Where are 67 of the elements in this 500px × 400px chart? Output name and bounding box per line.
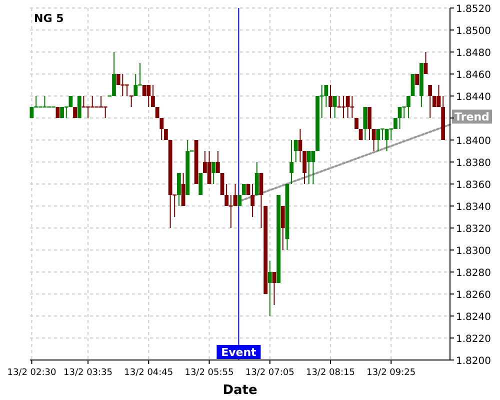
candlestick [306, 150, 311, 184]
candlestick [298, 128, 302, 162]
y-tick-label: 1.8360 [456, 180, 491, 191]
y-tick-label: 1.8260 [456, 290, 491, 301]
y-tick-label: 1.8300 [456, 246, 491, 257]
x-tick-label: 13/2 04:45 [124, 368, 174, 378]
candlestick [372, 128, 376, 152]
y-tick-label: 1.8200 [456, 356, 491, 367]
candlestick [428, 84, 432, 118]
candlestick [384, 128, 389, 152]
candlestick [424, 52, 428, 74]
candlestick [233, 184, 238, 206]
x-axis-title: Date [222, 383, 258, 398]
candlestick [311, 150, 316, 184]
candlestick [398, 106, 402, 130]
candlestick [177, 172, 181, 206]
x-tick-label: 13/2 08:15 [306, 368, 356, 378]
candlestick [259, 172, 264, 228]
candlestick [216, 150, 220, 174]
candlestick [410, 74, 415, 96]
candlestick [346, 96, 350, 118]
candlestick [181, 172, 186, 206]
candlestick [134, 74, 138, 96]
candlestick [328, 84, 332, 118]
y-tick-label: 1.8500 [456, 26, 491, 37]
candlestick [254, 162, 259, 196]
candlestick [376, 128, 380, 152]
candlestick [250, 184, 255, 218]
candlestick [198, 173, 203, 195]
candlestick [406, 96, 410, 118]
x-tick-label: 13/2 02:30 [7, 368, 57, 378]
x-tick-label: 13/2 05:55 [184, 368, 234, 378]
y-tick-label: 1.8440 [456, 92, 491, 103]
y-tick-label: 1.8240 [456, 312, 491, 323]
candlestick [268, 260, 272, 316]
candlestick [272, 272, 276, 306]
candlestick [363, 106, 368, 140]
candlestick [290, 140, 294, 184]
candlestick [436, 84, 441, 108]
candlestick [224, 184, 229, 206]
candlestick [280, 206, 285, 250]
candlestick [212, 162, 216, 184]
y-tick-label: 1.8280 [456, 268, 491, 279]
chart-title: NG 5 [34, 12, 64, 25]
ref-line-label: Event [221, 346, 256, 359]
candlestick [302, 150, 306, 184]
candlestick [77, 96, 82, 118]
y-tick-label: 1.8460 [456, 70, 491, 81]
candlestick [207, 150, 212, 184]
y-tick-label: 1.8340 [456, 202, 491, 213]
y-tick-label: 1.8380 [456, 158, 491, 169]
y-tick-label: 1.8520 [456, 4, 491, 15]
candlestick [332, 96, 337, 118]
y-tick-label: 1.8400 [456, 136, 491, 147]
x-tick-label: 13/2 09:25 [366, 368, 416, 378]
candlestick [220, 173, 224, 195]
candlestick [146, 84, 151, 108]
x-tick-label: 13/2 07:05 [245, 368, 294, 378]
candlestick [294, 140, 298, 162]
candlestick [368, 106, 372, 140]
x-tick-label: 13/2 03:35 [64, 368, 113, 378]
series-label: Trend [454, 110, 490, 124]
y-tick-label: 1.8220 [456, 334, 491, 345]
y-tick-label: 1.8480 [456, 48, 491, 59]
candlestick [151, 84, 155, 108]
y-tick-label: 1.8320 [456, 224, 491, 235]
candlestick [160, 118, 164, 140]
